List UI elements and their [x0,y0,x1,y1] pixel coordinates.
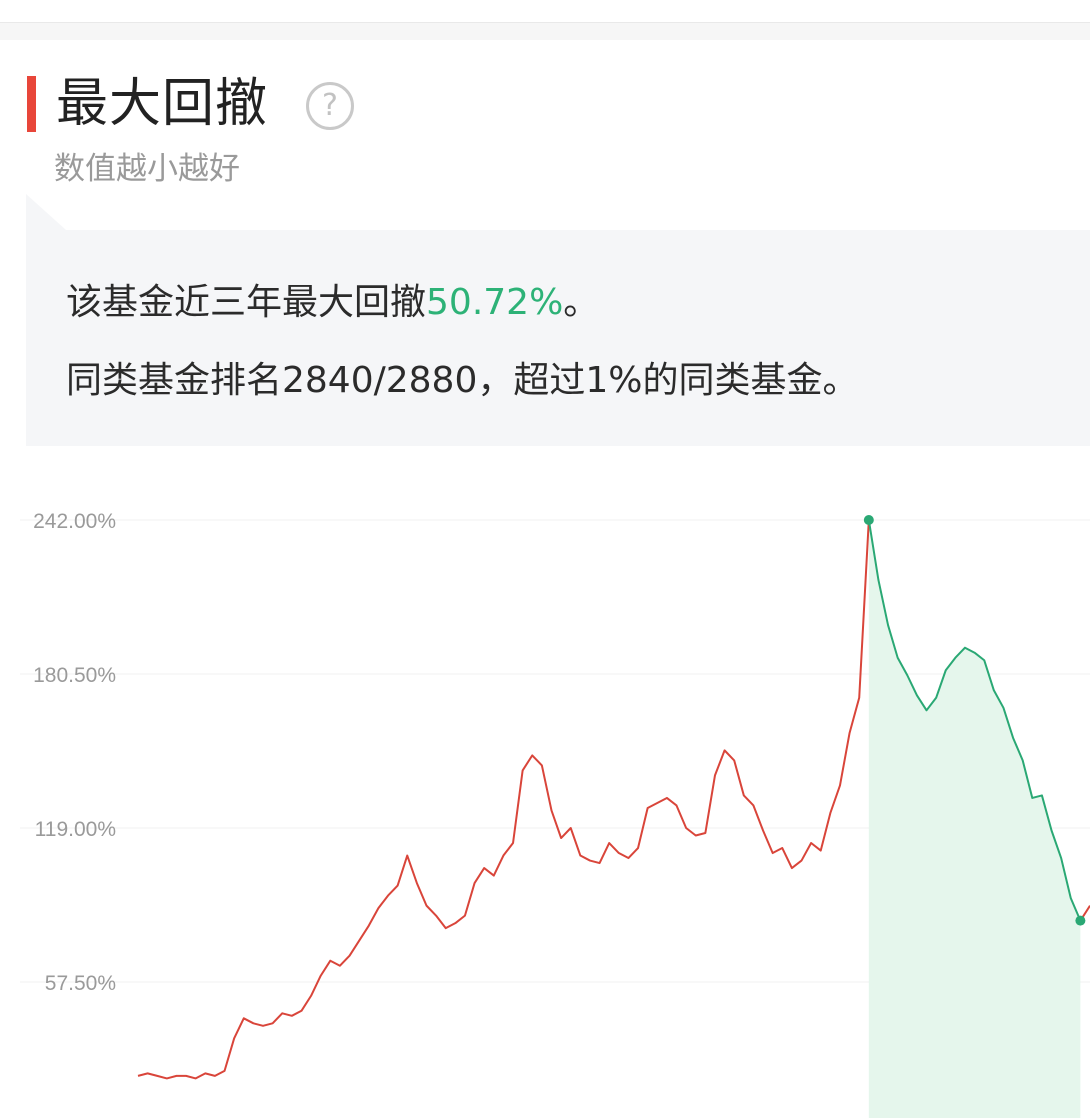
section-title: 最大回撤 [56,74,269,134]
summary-drawdown-prefix: 该基金近三年最大回撤 [66,282,427,323]
summary-drawdown-suffix: 。 [563,282,600,323]
section-accent-bar [27,76,36,132]
summary-drawdown-line: 该基金近三年最大回撤50.72%。 [66,278,599,328]
y-tick-label: 180.50% [33,664,116,687]
y-tick-label: 57.50% [45,972,116,995]
y-tick-label: 242.00% [33,510,116,533]
trough-marker [1075,915,1086,926]
series-lines [137,519,1090,1118]
y-tick-label: 119.00% [35,818,116,841]
series-line-before-peak [137,519,870,1080]
summary-rank-line: 同类基金排名2840/2880，超过1%的同类基金。 [66,360,859,401]
drawdown-area [868,520,1081,1118]
max-drawdown-value: 50.72% [426,282,564,323]
y-axis-ticks: 242.00% 180.50% 119.00% 57.50% [33,510,116,995]
series-line-drawdown [867,519,1082,922]
question-circle-icon[interactable]: ? [306,82,354,130]
drawdown-markers [863,515,1086,926]
top-strip [0,0,1090,23]
drawdown-chart: 242.00% 180.50% 119.00% 57.50% [20,510,1090,1118]
summary-box [26,230,1090,446]
peak-marker [863,515,874,525]
section-subtitle: 数值越小越好 [54,151,240,187]
summary-pointer [26,194,66,230]
